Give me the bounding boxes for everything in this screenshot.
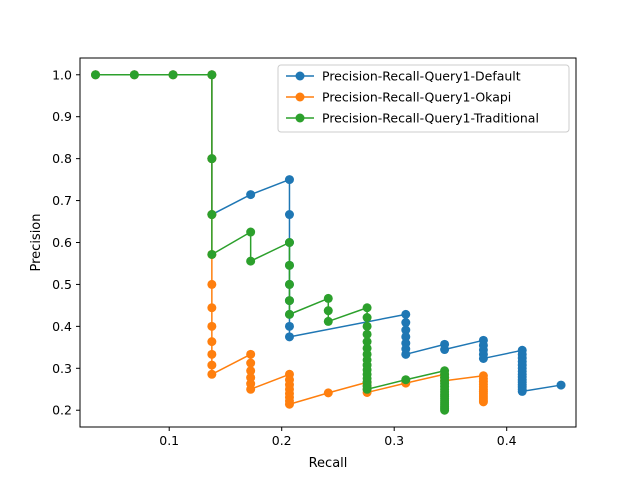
data-point (207, 210, 217, 220)
data-point (478, 397, 488, 407)
y-tick-label: 0.8 (52, 151, 72, 166)
y-axis: 0.2 0.3 0.4 0.5 0.6 0.7 0.8 0.9 1.0 (52, 67, 80, 418)
data-point (207, 249, 217, 259)
legend: Precision-Recall-Query1-Default Precision… (277, 64, 570, 133)
x-tick-label: 0.4 (497, 433, 517, 448)
data-point (246, 256, 256, 266)
data-point (284, 309, 294, 319)
plot-area (91, 70, 566, 415)
data-point (362, 313, 372, 323)
data-point (284, 279, 294, 289)
data-point (207, 279, 217, 289)
data-point (556, 380, 566, 390)
legend-label: Precision-Recall-Query1-Okapi (322, 90, 511, 105)
data-point (362, 321, 372, 331)
data-point (284, 210, 294, 220)
y-tick-label: 0.5 (52, 277, 72, 292)
data-point (207, 154, 217, 164)
data-point (91, 70, 101, 80)
data-point (246, 190, 256, 200)
x-tick-label: 0.2 (272, 433, 292, 448)
data-point (401, 309, 411, 319)
data-point (517, 386, 527, 396)
data-point (323, 388, 333, 398)
y-tick-label: 0.7 (52, 193, 72, 208)
legend-entry: Precision-Recall-Query1-Traditional (286, 111, 539, 126)
data-point (323, 316, 333, 326)
data-point (207, 349, 217, 359)
x-tick-label: 0.3 (384, 433, 404, 448)
data-point (284, 175, 294, 185)
y-tick-label: 0.3 (52, 361, 72, 376)
x-axis-label: Recall (309, 456, 348, 471)
data-point (284, 238, 294, 247)
data-point (207, 360, 217, 370)
legend-entry: Precision-Recall-Query1-Okapi (286, 90, 511, 105)
data-point (168, 70, 178, 80)
y-tick-label: 0.4 (52, 319, 72, 334)
x-axis: 0.1 0.2 0.3 0.4 (159, 427, 517, 448)
legend-label: Precision-Recall-Query1-Traditional (322, 111, 539, 126)
legend-box (277, 64, 570, 133)
data-point (323, 306, 333, 316)
data-point (246, 358, 256, 368)
data-point (129, 70, 139, 80)
legend-entry: Precision-Recall-Query1-Default (286, 69, 521, 84)
legend-marker (295, 113, 305, 123)
legend-marker (295, 92, 305, 102)
data-point (478, 353, 488, 363)
data-point (207, 303, 217, 313)
data-point (207, 369, 217, 379)
data-point (401, 325, 411, 335)
data-point (440, 405, 450, 415)
y-tick-label: 1.0 (52, 67, 72, 82)
data-point (362, 384, 372, 394)
legend-marker (295, 71, 305, 81)
data-point (246, 366, 256, 376)
data-point (246, 227, 256, 237)
data-point (323, 293, 333, 303)
data-point (401, 318, 411, 328)
data-point (362, 329, 372, 339)
data-point (401, 332, 411, 342)
legend-label: Precision-Recall-Query1-Default (322, 69, 521, 84)
data-point (284, 399, 294, 409)
data-point (207, 70, 217, 80)
data-point (362, 337, 372, 347)
data-point (207, 337, 217, 347)
data-point (284, 332, 294, 342)
y-tick-label: 0.2 (52, 403, 72, 418)
data-point (284, 296, 294, 306)
data-point (401, 375, 411, 385)
data-point (440, 345, 450, 355)
data-point (207, 321, 217, 331)
y-axis-label: Precision (29, 213, 44, 271)
data-point (284, 321, 294, 331)
data-point (246, 349, 256, 359)
y-tick-label: 0.9 (52, 109, 72, 124)
data-point (284, 260, 294, 270)
series-3 (91, 70, 450, 415)
x-tick-label: 0.1 (159, 433, 179, 448)
y-tick-label: 0.6 (52, 235, 72, 250)
data-point (362, 303, 372, 313)
data-point (246, 384, 256, 394)
data-point (401, 349, 411, 359)
